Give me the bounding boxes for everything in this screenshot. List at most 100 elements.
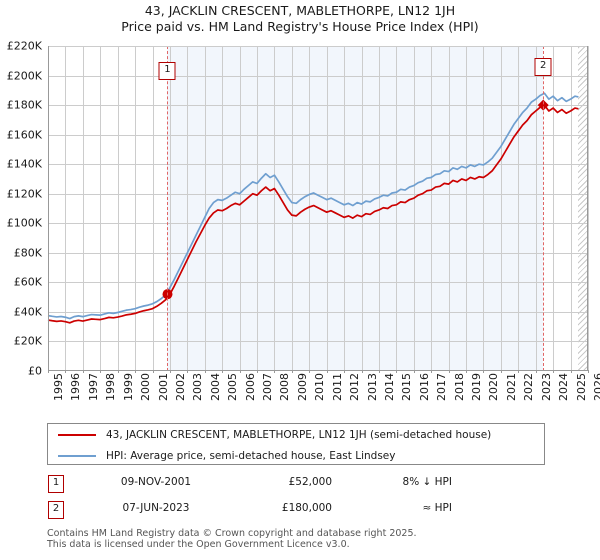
x-axis-tick-mark [378,370,380,373]
x-axis-tick-label: 2013 [365,373,379,401]
legend-item-property: 43, JACKLIN CRESCENT, MABLETHORPE, LN12 … [48,424,544,445]
gridline-vertical [361,46,363,371]
transaction-flag: 1 [48,475,64,493]
gridline-vertical [291,46,293,371]
x-axis-tick-mark [396,370,398,373]
x-axis-tick-mark [152,370,154,373]
event-flag-2[interactable]: 2 [534,58,552,76]
series-line [47,92,579,320]
y-axis-tick-label: £220K [6,39,42,53]
axis-bottom [48,370,588,371]
gridline-vertical [239,46,241,371]
x-axis-tick-label: 2005 [226,373,240,401]
x-axis-tick-label: 1995 [52,373,65,401]
event-flag-1[interactable]: 1 [158,62,176,80]
x-axis-tick-mark [361,370,363,373]
x-axis-ticks: 1995 1996 1997 1998 1999 2000 2001 2002 2003 2004… [48,370,600,417]
x-axis-tick-mark [169,370,171,373]
gridline-vertical [518,46,520,371]
gridline-vertical [570,46,572,371]
x-axis-tick-label: 2001 [156,373,170,401]
x-axis-tick-label: 2020 [487,373,501,401]
x-axis-tick-label: 2025 [574,373,588,401]
x-axis-tick-mark [535,370,537,373]
transaction-price: £52,000 [288,476,332,488]
gridline-horizontal [48,282,588,284]
chart-title-block: 43, JACKLIN CRESCENT, MABLETHORPE, LN12 … [0,0,600,35]
x-axis-tick-mark [274,370,276,373]
footer-attribution: Contains HM Land Registry data © Crown c… [47,528,587,550]
gridline-vertical [152,46,154,371]
x-axis-tick-mark [570,370,572,373]
gridline-vertical [204,46,206,371]
x-axis-tick-label: 2024 [557,373,571,401]
y-axis-tick-label: £80K [13,246,42,260]
y-axis-tick-label: £120K [6,187,42,201]
y-axis-ticks: £0 £20K £40K £60K £80K £100K £120K £140K £160K £1… [0,40,46,378]
gridline-vertical [309,46,311,371]
x-axis-tick-mark [413,370,415,373]
gridline-vertical [135,46,137,371]
y-axis-tick-label: £160K [6,128,42,142]
gridline-horizontal [48,134,588,136]
transaction-date: 07-JUN-2023 [122,502,190,514]
gridline-vertical [82,46,84,371]
y-axis-tick-label: £0 [28,364,42,378]
y-axis-tick-label: £60K [13,275,42,289]
gridline-vertical [483,46,485,371]
x-axis-tick-mark [431,370,433,373]
x-axis-tick-mark [257,370,259,373]
gridline-horizontal [48,105,588,107]
event-vline [167,46,169,371]
gridline-vertical [535,46,537,371]
x-axis-tick-label: 2018 [452,373,466,401]
transaction-price: £180,000 [281,502,332,514]
table-row[interactable]: 2 07-JUN-2023 £180,000 ≈ HPI [47,498,545,524]
gridline-vertical [378,46,380,371]
event-vline [543,46,545,371]
x-axis-tick-label: 2016 [417,373,431,401]
transaction-hpi-delta: ≈ HPI [422,502,452,514]
legend-label-property: 43, JACKLIN CRESCENT, MABLETHORPE, LN12 … [106,428,492,441]
gridline-vertical [553,46,555,371]
gridline-vertical [65,46,67,371]
x-axis-tick-mark [65,370,67,373]
axis-top [48,46,588,47]
gridline-vertical [466,46,468,371]
x-axis-tick-mark [48,370,49,373]
legend-label-hpi: HPI: Average price, semi-detached house,… [106,449,396,462]
x-axis-tick-label: 2003 [191,373,205,401]
table-row[interactable]: 1 09-NOV-2001 £52,000 8% ↓ HPI [47,472,545,498]
future-hatched-band [578,46,588,371]
series-line [47,104,579,324]
gridline-vertical [431,46,433,371]
x-axis-tick-mark [448,370,450,373]
transaction-hpi-delta: 8% ↓ HPI [402,476,452,488]
x-axis-tick-mark [204,370,206,373]
legend-swatch-property [58,433,96,436]
x-axis-tick-label: 2004 [208,373,222,401]
x-axis-tick-label: 2010 [313,373,327,401]
x-axis-tick-label: 2007 [261,373,275,401]
x-axis-tick-label: 2015 [400,373,414,401]
x-axis-tick-mark [82,370,84,373]
axis-left [48,46,49,371]
x-axis-tick-mark [309,370,311,373]
x-axis-tick-mark [239,370,241,373]
x-axis-tick-mark [344,370,346,373]
chart-legend: 43, JACKLIN CRESCENT, MABLETHORPE, LN12 … [47,423,545,465]
x-axis-tick-label: 2011 [330,373,344,401]
x-axis-tick-mark [483,370,485,373]
gridline-horizontal [48,164,588,166]
x-axis-tick-mark [117,370,119,373]
x-axis-tick-label: 1998 [104,373,118,401]
x-axis-tick-label: 2009 [295,373,309,401]
gridline-vertical [222,46,224,371]
gridline-vertical [100,46,102,371]
footer-line-licence: This data is licensed under the Open Gov… [47,539,350,550]
x-axis-tick-label: 2017 [435,373,449,401]
y-axis-tick-label: £200K [6,69,42,83]
x-axis-tick-label: 2002 [173,373,187,401]
between-transactions-band [167,46,544,371]
